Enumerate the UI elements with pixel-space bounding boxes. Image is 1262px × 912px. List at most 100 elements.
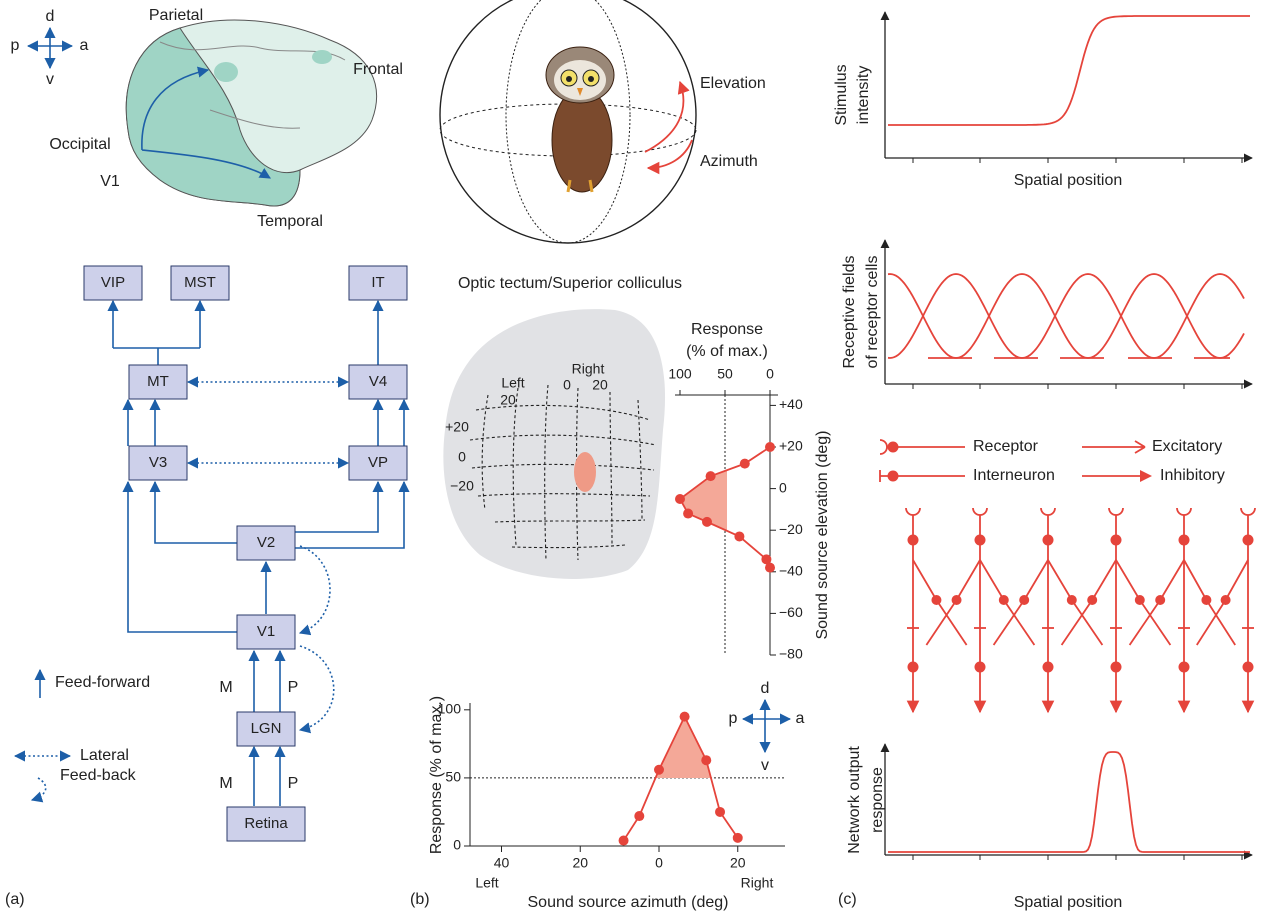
direction: d [46, 8, 55, 25]
receptor [973, 508, 987, 515]
receptor-node [1243, 535, 1254, 546]
receptor-node [1043, 535, 1054, 546]
node-label: V2 [257, 534, 275, 551]
elevation-arrow [645, 82, 683, 152]
interneuron-node [1111, 662, 1122, 673]
interneuron-node [1135, 595, 1145, 605]
direction: p [11, 37, 20, 54]
interneuron-node [1087, 595, 1097, 605]
y-tick-label: 100 [438, 701, 462, 717]
y-tick-label: −60 [779, 604, 803, 620]
stimulus-curve [888, 16, 1250, 125]
node: MT [129, 365, 187, 399]
interneuron-node [1179, 662, 1190, 673]
y-tick-label: 50 [445, 769, 461, 785]
receptor [1109, 508, 1123, 515]
y-axis-title: response [869, 767, 886, 833]
y-axis-title: of receptor cells [864, 256, 881, 369]
y-axis-title: Sound source elevation (deg) [814, 430, 831, 639]
x-tick-label: 0 [766, 366, 774, 382]
tectum-map [443, 309, 665, 579]
brain-label: Frontal [353, 61, 403, 78]
x-axis-title: Sound source azimuth (deg) [528, 894, 729, 911]
receptor [906, 508, 920, 515]
data-point [675, 494, 685, 504]
data-point [706, 471, 716, 481]
data-point [733, 833, 743, 843]
data-point [734, 531, 744, 541]
panel-label: (b) [410, 891, 430, 908]
legend-symbol [32, 778, 46, 800]
interneuron-node [952, 595, 962, 605]
interneuron-node [1201, 595, 1211, 605]
map-label: 0 [563, 377, 571, 393]
y-axis-title: intensity [855, 66, 872, 125]
brain [126, 20, 376, 206]
legend-label: Inhibitory [1160, 467, 1225, 484]
panel-c: Stimulus intensity Spatial position Rece… [833, 12, 1255, 911]
pathway-label: P [288, 679, 299, 696]
figure: d p a v Parietal Frontal Occipital V1 Te… [0, 0, 1262, 912]
brain-label: Parietal [149, 7, 203, 24]
legend-label: Lateral [80, 747, 129, 764]
legend-label: Excitatory [1152, 438, 1222, 455]
map-label: Left [501, 375, 524, 391]
map-title: Optic tectum/Superior colliculus [458, 275, 682, 292]
node: VIP [84, 266, 142, 300]
legend-label: Feed-back [60, 767, 137, 784]
data-point [634, 811, 644, 821]
receptor [1177, 508, 1191, 515]
x-tick-label: 0 [655, 855, 663, 871]
node: Retina [227, 807, 305, 841]
interneuron-node [1043, 662, 1054, 673]
direction: v [46, 71, 54, 88]
sphere-label: Elevation [700, 75, 766, 92]
direction: d [761, 680, 770, 697]
node-label: MST [184, 274, 216, 291]
node: V2 [237, 526, 295, 560]
sphere [440, 0, 696, 243]
legend-label: Interneuron [973, 467, 1055, 484]
interneuron-node [975, 662, 986, 673]
node: MST [171, 266, 229, 300]
panel-label: (c) [838, 891, 857, 908]
map-label: Right [572, 361, 605, 377]
receptor-node [975, 535, 986, 546]
data-point [619, 836, 629, 846]
panel-label: (a) [5, 891, 25, 908]
x-tick-label: 40 [494, 855, 510, 871]
x-tick-label: 100 [668, 366, 692, 382]
data-point [715, 807, 725, 817]
direction: a [80, 37, 89, 54]
node: V1 [237, 615, 295, 649]
data-point [702, 517, 712, 527]
x-tick-label: 50 [717, 366, 733, 382]
interneuron-node [1155, 595, 1165, 605]
brain-label: Temporal [257, 213, 323, 230]
node-label: V3 [149, 454, 167, 471]
y-tick-label: −20 [779, 521, 803, 537]
y-tick-label: −80 [779, 646, 803, 662]
interneuron-node [1221, 595, 1231, 605]
receptor-node [1179, 535, 1190, 546]
brain-label: Occipital [49, 136, 110, 153]
y-axis-title: Network output [846, 746, 863, 854]
y-tick-label: +20 [779, 438, 803, 454]
y-tick-label: 0 [453, 837, 461, 853]
x-axis-title: Spatial position [1014, 172, 1123, 189]
node-label: MT [147, 373, 169, 390]
map-label: 0 [458, 449, 466, 465]
network [906, 508, 1255, 712]
interneuron-node [1019, 595, 1029, 605]
x-axis-note: Right [741, 875, 774, 891]
pathway-label: M [219, 679, 232, 696]
x-tick-label: 20 [572, 855, 588, 871]
node: V4 [349, 365, 407, 399]
data-point [765, 442, 775, 452]
data-point [654, 765, 664, 775]
response-area [624, 717, 738, 841]
y-tick-label: 0 [779, 479, 787, 495]
legend-label: Feed-forward [55, 674, 150, 691]
x-axis-title: Spatial position [1014, 894, 1123, 911]
direction: a [796, 710, 805, 727]
